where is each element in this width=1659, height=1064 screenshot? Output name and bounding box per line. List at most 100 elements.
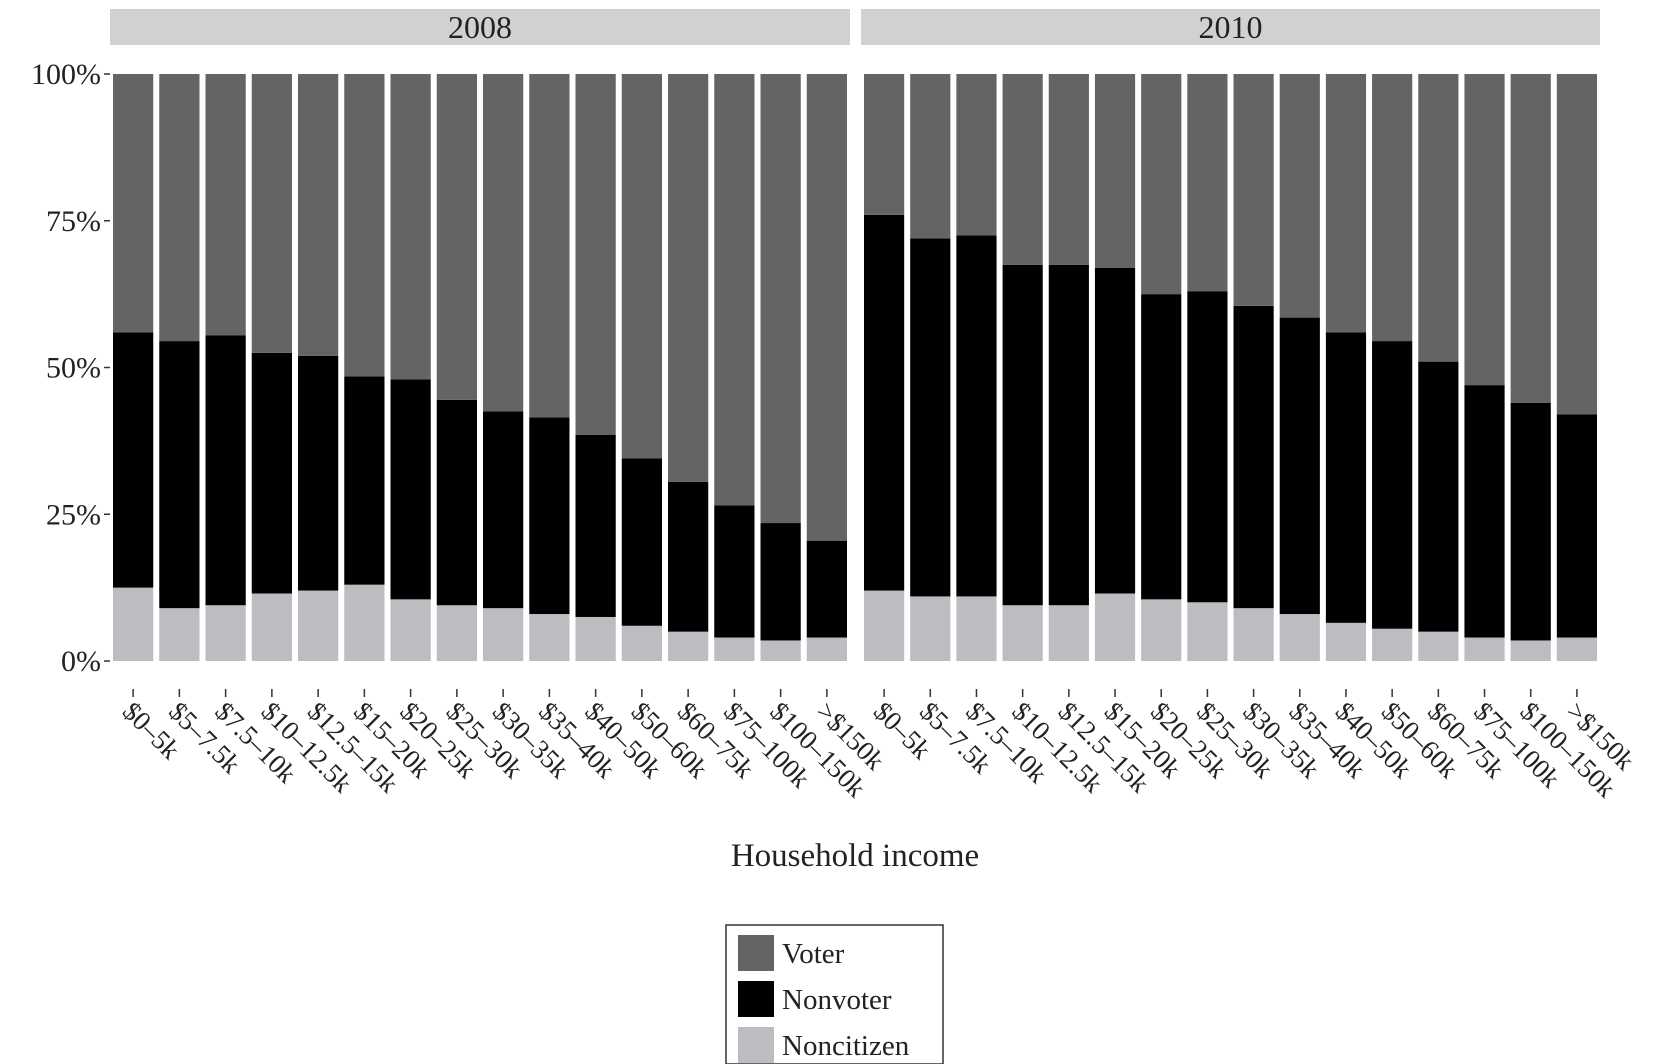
bar-segment-voter	[668, 74, 709, 482]
bar-segment-noncitizen	[621, 625, 662, 661]
bar-segment-noncitizen	[1372, 628, 1413, 661]
bar-segment-noncitizen	[1141, 599, 1182, 661]
legend-label: Voter	[782, 938, 845, 970]
bar-segment-nonvoter	[1325, 332, 1367, 623]
bar-segment-voter	[390, 74, 431, 380]
bar-segment-nonvoter	[575, 435, 616, 617]
bar-segment-noncitizen	[806, 637, 847, 661]
bar-segment-voter	[159, 74, 200, 342]
bar-segment-noncitizen	[298, 590, 339, 661]
bar-segment-voter	[956, 74, 997, 236]
facet-panels: 2008$0–5k$5–7.5k$7.5–10k$10–12.5k$12.5–1…	[110, 9, 1641, 804]
bar-segment-nonvoter	[1372, 341, 1413, 629]
bar-segment-voter	[1002, 74, 1043, 265]
bar-segment-noncitizen	[1233, 608, 1274, 661]
bar-segment-voter	[1048, 74, 1089, 265]
bar-segment-noncitizen	[113, 587, 154, 661]
bar-segment-voter	[113, 74, 154, 333]
bar-segment-voter	[205, 74, 246, 336]
bar-segment-nonvoter	[910, 238, 951, 597]
bar-segment-noncitizen	[1464, 637, 1505, 661]
legend-key-noncitizen	[738, 1027, 774, 1063]
bar-segment-noncitizen	[1187, 602, 1228, 661]
bar-segment-noncitizen	[956, 596, 997, 661]
bar-segment-voter	[1187, 74, 1228, 292]
bar-segment-voter	[864, 74, 905, 215]
bar-segment-noncitizen	[344, 584, 385, 661]
bar-segment-voter	[910, 74, 951, 239]
panel-2010: 2010$0–5k$5–7.5k$7.5–10k$10–12.5k$12.5–1…	[861, 9, 1641, 804]
bar-segment-voter	[1233, 74, 1274, 306]
bar-segment-noncitizen	[1325, 622, 1367, 661]
bar-segment-voter	[483, 74, 524, 412]
bar-segment-nonvoter	[1141, 294, 1182, 600]
y-tick-label: 0%	[61, 645, 101, 678]
bar-segment-nonvoter	[113, 332, 154, 588]
bar-segment-nonvoter	[1187, 291, 1228, 603]
bar-segment-voter	[760, 74, 801, 524]
bar-segment-noncitizen	[1002, 605, 1043, 661]
bar-segment-nonvoter	[205, 335, 246, 606]
y-tick-label: 75%	[46, 205, 101, 238]
bar-segment-voter	[344, 74, 385, 377]
legend-label: Noncitizen	[782, 1030, 910, 1062]
bar-segment-noncitizen	[1279, 614, 1320, 661]
bar-segment-nonvoter	[1279, 317, 1320, 615]
bar-segment-nonvoter	[344, 376, 385, 585]
bar-segment-voter	[1510, 74, 1551, 403]
bar-segment-noncitizen	[251, 593, 292, 661]
bar-segment-voter	[1094, 74, 1136, 268]
bar-segment-voter	[714, 74, 755, 506]
bar-segment-nonvoter	[956, 235, 997, 597]
bar-segment-nonvoter	[1048, 264, 1089, 606]
bar-segment-voter	[1556, 74, 1597, 415]
bar-segment-nonvoter	[806, 540, 847, 638]
bar-segment-voter	[436, 74, 477, 400]
facet-strip	[110, 9, 850, 45]
bar-segment-nonvoter	[251, 352, 292, 594]
bar-segment-noncitizen	[575, 616, 616, 661]
bar-segment-noncitizen	[1048, 605, 1089, 661]
y-tick-label: 100%	[31, 58, 101, 91]
bar-segment-voter	[529, 74, 570, 418]
y-tick-label: 25%	[46, 498, 101, 531]
bar-segment-nonvoter	[529, 417, 570, 615]
facet-strip	[861, 9, 1600, 45]
bar-segment-noncitizen	[910, 596, 951, 661]
bar-segment-nonvoter	[436, 399, 477, 606]
legend-key-voter	[738, 935, 774, 971]
bar-segment-voter	[621, 74, 662, 459]
bar-segment-nonvoter	[1556, 414, 1597, 638]
bar-segment-noncitizen	[864, 590, 905, 661]
bar-segment-voter	[1464, 74, 1505, 386]
bar-segment-noncitizen	[760, 640, 801, 661]
bar-segment-noncitizen	[1510, 640, 1551, 661]
legend-key-nonvoter	[738, 981, 774, 1017]
bar-segment-noncitizen	[668, 631, 709, 661]
bar-segment-voter	[298, 74, 339, 356]
bar-segment-noncitizen	[529, 614, 570, 661]
legend: Voter Nonvoter Noncitizen	[725, 924, 944, 1064]
bar-segment-nonvoter	[621, 458, 662, 626]
bar-segment-nonvoter	[714, 505, 755, 638]
bar-segment-nonvoter	[760, 523, 801, 641]
bar-segment-nonvoter	[1233, 305, 1274, 609]
bar-segment-nonvoter	[864, 214, 905, 591]
bar-segment-nonvoter	[1094, 267, 1136, 594]
facet-strip-label: 2008	[448, 9, 512, 45]
bar-segment-nonvoter	[159, 341, 200, 609]
bar-segment-nonvoter	[483, 411, 524, 609]
bar-segment-noncitizen	[483, 608, 524, 661]
bar-segment-voter	[1372, 74, 1413, 342]
bar-segment-nonvoter	[668, 481, 709, 632]
facet-strip-label: 2010	[1199, 9, 1263, 45]
bar-segment-nonvoter	[298, 355, 339, 591]
bar-segment-noncitizen	[390, 599, 431, 661]
bar-segment-voter	[1325, 74, 1367, 333]
bar-segment-voter	[1418, 74, 1459, 362]
bar-segment-noncitizen	[1094, 593, 1136, 661]
bar-segment-noncitizen	[205, 605, 246, 661]
bar-segment-voter	[575, 74, 616, 436]
y-axis: 0% 25% 50% 75% 100%	[31, 58, 110, 678]
